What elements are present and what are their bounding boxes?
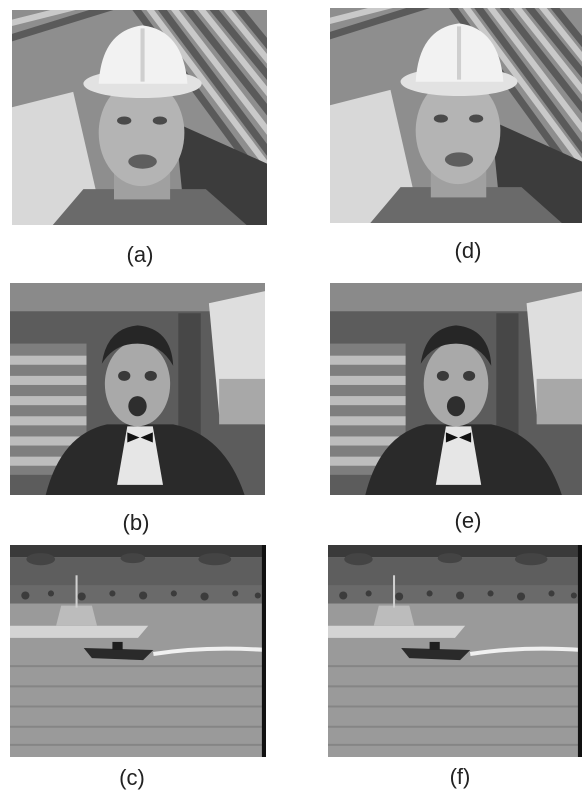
foreman-frame: [330, 8, 582, 223]
panel-c-image: [10, 545, 266, 757]
panel-e-image: [330, 283, 582, 495]
carphone-frame: [10, 283, 265, 495]
panel-f-image: [328, 545, 582, 757]
carphone-frame: [330, 283, 582, 495]
panel-a-image: [12, 10, 267, 225]
coastguard-frame: [10, 545, 266, 757]
coastguard-frame: [328, 545, 582, 757]
panel-b-image: [10, 283, 265, 495]
foreman-frame: [12, 10, 267, 225]
panel-d-image: [330, 8, 582, 223]
panel-a-label: (a): [126, 242, 154, 267]
panel-c-label: (c): [119, 765, 145, 790]
panel-d-label: (d): [454, 238, 482, 263]
panel-e-label: (e): [454, 508, 482, 533]
panel-f-label: (f): [449, 764, 471, 789]
panel-b-label: (b): [122, 510, 150, 535]
